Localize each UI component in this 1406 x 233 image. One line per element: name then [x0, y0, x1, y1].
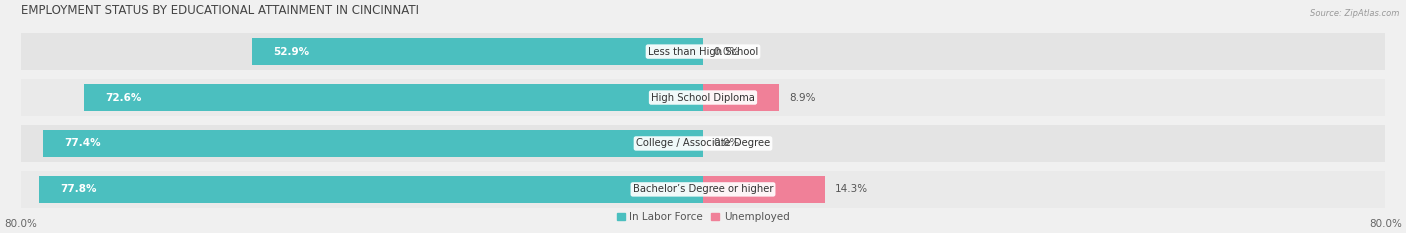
- Legend: In Labor Force, Unemployed: In Labor Force, Unemployed: [613, 208, 793, 226]
- Text: College / Associate Degree: College / Associate Degree: [636, 138, 770, 148]
- Text: 77.4%: 77.4%: [65, 138, 101, 148]
- Bar: [21, 33, 1385, 70]
- Bar: [252, 38, 703, 65]
- Bar: [39, 176, 703, 203]
- Text: 72.6%: 72.6%: [105, 93, 142, 103]
- Text: 77.8%: 77.8%: [60, 184, 97, 194]
- Text: High School Diploma: High School Diploma: [651, 93, 755, 103]
- Bar: [84, 84, 703, 111]
- Text: 8.9%: 8.9%: [789, 93, 815, 103]
- Bar: [21, 79, 1385, 116]
- Text: 14.3%: 14.3%: [835, 184, 869, 194]
- Text: Bachelor’s Degree or higher: Bachelor’s Degree or higher: [633, 184, 773, 194]
- Text: 0.0%: 0.0%: [713, 47, 740, 57]
- Text: EMPLOYMENT STATUS BY EDUCATIONAL ATTAINMENT IN CINCINNATI: EMPLOYMENT STATUS BY EDUCATIONAL ATTAINM…: [21, 4, 419, 17]
- Text: Less than High School: Less than High School: [648, 47, 758, 57]
- Text: Source: ZipAtlas.com: Source: ZipAtlas.com: [1309, 9, 1399, 18]
- Bar: [21, 125, 1385, 162]
- Bar: [703, 176, 825, 203]
- Bar: [42, 130, 703, 157]
- Bar: [703, 84, 779, 111]
- Text: 0.0%: 0.0%: [713, 138, 740, 148]
- Text: 52.9%: 52.9%: [273, 47, 309, 57]
- Bar: [21, 171, 1385, 208]
